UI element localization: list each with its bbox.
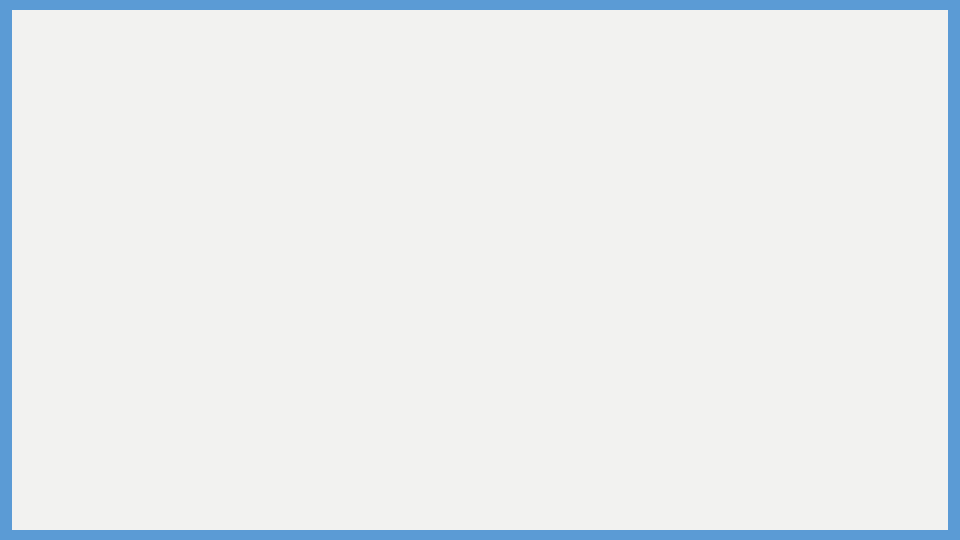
Text: R─C─NH₂: R─C─NH₂ xyxy=(657,208,707,218)
Text: acyl halide: acyl halide xyxy=(338,278,392,288)
Text: O: O xyxy=(380,430,388,441)
Text: Main organic product: Main organic product xyxy=(332,509,436,518)
Text: R─C─C─R: R─C─C─R xyxy=(362,406,406,416)
Text: R─C─OH + HCl: R─C─OH + HCl xyxy=(526,364,597,374)
Text: R─C─X: R─C─X xyxy=(347,208,383,218)
Text: ║: ║ xyxy=(559,438,564,450)
Text: replaced by various other groups.: replaced by various other groups. xyxy=(60,154,365,172)
FancyBboxPatch shape xyxy=(283,325,682,519)
Text: are compounds in which the hydroxyl part of the carboxyl group is: are compounds in which the hydroxyl part… xyxy=(234,116,841,134)
Text: ester: ester xyxy=(373,460,395,469)
Text: acid: acid xyxy=(551,509,572,518)
Text: (X is usually
 Cl or Br): (X is usually Cl or Br) xyxy=(418,204,468,223)
Text: ║: ║ xyxy=(361,191,369,204)
Text: 2 R─C─OH: 2 R─C─OH xyxy=(537,410,587,421)
Text: o: o xyxy=(36,116,47,134)
Text: R─C─OR': R─C─OR' xyxy=(243,208,291,218)
Text: ║: ║ xyxy=(559,354,564,366)
FancyBboxPatch shape xyxy=(283,508,682,519)
Text: R─C─O─C─R: R─C─O─C─R xyxy=(520,208,588,218)
Text: ║: ║ xyxy=(381,480,387,491)
Text: O       O: O O xyxy=(533,178,575,188)
Text: ║: ║ xyxy=(559,480,564,491)
Text: O: O xyxy=(558,392,565,402)
Text: All acid derivatives can be hydrolyzed to the corresponding carboxylic acid.: All acid derivatives can be hydrolyzed t… xyxy=(60,309,743,327)
Text: ║    ║: ║ ║ xyxy=(372,395,396,407)
Text: o: o xyxy=(36,309,47,327)
Text: ║: ║ xyxy=(559,400,564,411)
Text: O: O xyxy=(558,472,565,482)
Text: ║: ║ xyxy=(678,191,685,204)
Text: O    O: O O xyxy=(371,388,397,398)
Text: O: O xyxy=(262,180,272,190)
Text: O: O xyxy=(360,180,370,190)
Text: Acid derivative: Acid derivative xyxy=(327,332,421,341)
Text: R─C─NH₂: R─C─NH₂ xyxy=(362,490,406,501)
Text: HOH (hydrolysis): HOH (hydrolysis) xyxy=(506,332,612,341)
FancyBboxPatch shape xyxy=(283,325,682,347)
Text: ║: ║ xyxy=(381,438,387,450)
Text: O: O xyxy=(380,472,388,482)
Text: 18: 18 xyxy=(910,502,929,517)
Text: R─C─OR': R─C─OR' xyxy=(363,449,405,459)
Text: amide: amide xyxy=(371,501,397,510)
Text: ║: ║ xyxy=(263,191,271,204)
Text: O: O xyxy=(677,180,686,190)
Text: ester: ester xyxy=(254,278,279,288)
Text: R─C─OH + NH₃: R─C─OH + NH₃ xyxy=(525,490,598,501)
Text: O: O xyxy=(380,346,388,356)
Text: acid anhydride: acid anhydride xyxy=(352,417,416,427)
Text: Carboxylic Acid Derivatives: Carboxylic Acid Derivatives xyxy=(38,38,508,67)
Text: primary amide: primary amide xyxy=(646,278,717,288)
Text: R─C─Cl: R─C─Cl xyxy=(367,364,401,374)
Text: decreasing reactivity: decreasing reactivity xyxy=(294,385,303,474)
Text: R─C─OH + R'OH: R─C─OH + R'OH xyxy=(522,449,601,459)
Text: acyl halide: acyl halide xyxy=(361,375,407,384)
Text: O: O xyxy=(558,430,565,441)
Text: ║       ║: ║ ║ xyxy=(535,189,573,202)
Text: Carboxylic acid derivatives: Carboxylic acid derivatives xyxy=(60,116,332,134)
Text: acid anhydride: acid anhydride xyxy=(517,278,590,288)
FancyBboxPatch shape xyxy=(216,173,749,294)
Text: ║: ║ xyxy=(381,354,387,366)
Text: O: O xyxy=(558,346,565,356)
